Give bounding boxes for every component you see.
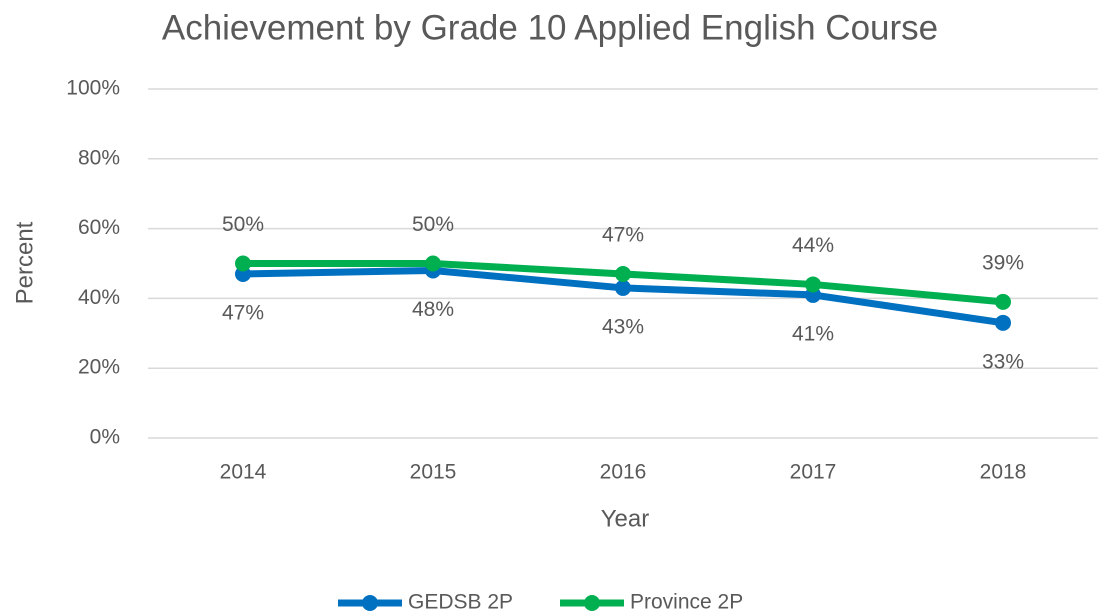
x-tick-label: 2018 [980,461,1027,484]
y-axis-label: Percent [11,221,38,304]
data-label: 47% [222,302,264,325]
point-marker [995,314,1011,331]
data-label: 44% [792,234,834,257]
legend-label: Province 2P [630,591,743,614]
data-label: 39% [982,251,1024,274]
data-label: 50% [412,213,454,236]
point-marker [615,279,631,296]
data-label: 47% [602,224,644,247]
y-tick-label: 20% [78,356,120,379]
y-tick-label: 60% [78,216,120,239]
x-tick-label: 2015 [410,461,457,484]
data-label: 33% [982,350,1024,373]
data-label: 41% [792,322,834,345]
point-marker [995,293,1011,310]
y-tick-label: 40% [78,286,120,309]
data-label: 43% [602,315,644,338]
point-marker [425,255,441,272]
legend-marker [584,595,600,611]
chart-title: Achievement by Grade 10 Applied English … [162,8,938,47]
x-axis-label: Year [601,505,650,532]
legend-marker [362,595,378,611]
data-label: 48% [412,298,454,321]
point-marker [235,255,251,272]
legend-label: GEDSB 2P [408,591,513,614]
y-tick-label: 100% [66,77,120,100]
x-tick-label: 2016 [600,461,647,484]
y-tick-label: 0% [90,426,120,449]
x-tick-label: 2014 [220,461,267,484]
point-marker [615,265,631,282]
point-marker [805,276,821,293]
data-label: 50% [222,213,264,236]
x-tick-label: 2017 [790,461,837,484]
y-tick-label: 80% [78,146,120,169]
